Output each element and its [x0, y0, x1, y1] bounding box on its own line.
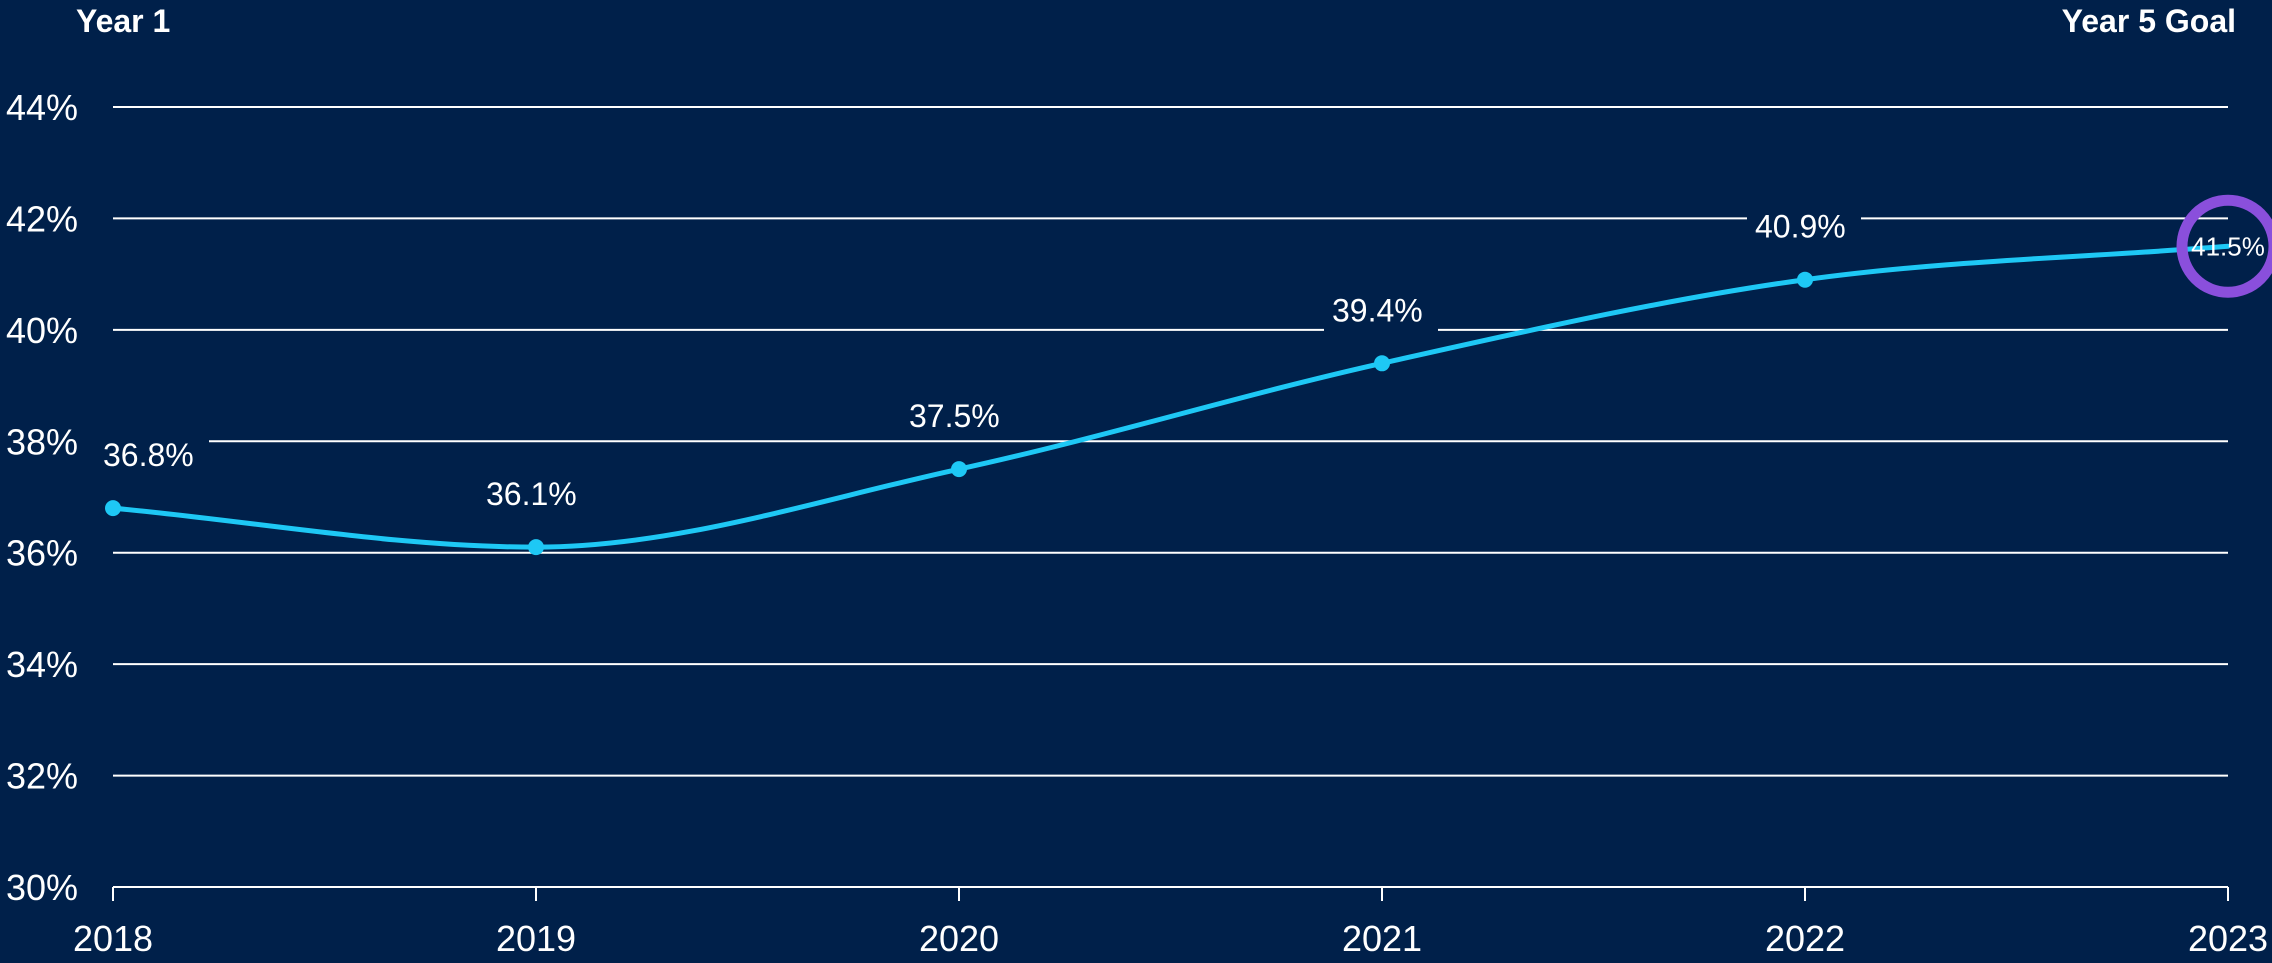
- data-label: 36.1%: [486, 476, 577, 512]
- data-point: [528, 539, 544, 556]
- data-point: [1797, 271, 1813, 288]
- axis-layer: 30% 32% 34% 36% 38% 40% 42% 44% 2018 2019 2020 2021…: [6, 87, 2268, 959]
- data-label: 37.5%: [909, 398, 1000, 434]
- label-layer: 36.8% 36.1% 37.5% 39.4% 40.9%: [95, 205, 1861, 518]
- data-label: 39.4%: [1332, 292, 1423, 328]
- goal-ring: [2176, 194, 2272, 298]
- data-label: 41.5%: [2191, 231, 2265, 261]
- data-label-bg: [1324, 289, 1438, 334]
- y-tick-label: 40%: [6, 310, 78, 351]
- x-tick-label: 2019: [496, 918, 576, 958]
- grid-layer: [113, 106, 2228, 888]
- data-label-bg: [1747, 205, 1861, 250]
- data-label-bg: [478, 473, 592, 518]
- header-left-label: Year 1: [76, 3, 170, 39]
- series-line: [110, 243, 2231, 550]
- x-tick-label: 2018: [73, 918, 153, 958]
- x-tick-label: 2022: [1765, 918, 1845, 958]
- data-label-bg: [901, 395, 1015, 440]
- y-tick-label: 42%: [6, 198, 78, 239]
- y-tick-label: 34%: [6, 644, 78, 685]
- data-point: [105, 500, 121, 517]
- y-tick-label: 30%: [6, 867, 78, 908]
- x-tick-label: 2021: [1342, 918, 1422, 958]
- data-point: [951, 461, 967, 478]
- y-tick-label: 36%: [6, 533, 78, 574]
- point-layer: 41.5%: [105, 194, 2272, 556]
- x-tick-label: 2023: [2188, 918, 2268, 958]
- data-label: 40.9%: [1755, 209, 1846, 245]
- header-right-label: Year 5 Goal: [2062, 3, 2236, 39]
- series-line-layer: [110, 243, 2231, 550]
- y-tick-label: 44%: [6, 87, 78, 128]
- y-tick-label: 38%: [6, 421, 78, 462]
- data-point: [1374, 355, 1390, 372]
- x-tick-label: 2020: [919, 918, 999, 958]
- data-label: 36.8%: [103, 437, 194, 473]
- data-label-bg: [95, 434, 209, 479]
- y-tick-label: 32%: [6, 756, 78, 797]
